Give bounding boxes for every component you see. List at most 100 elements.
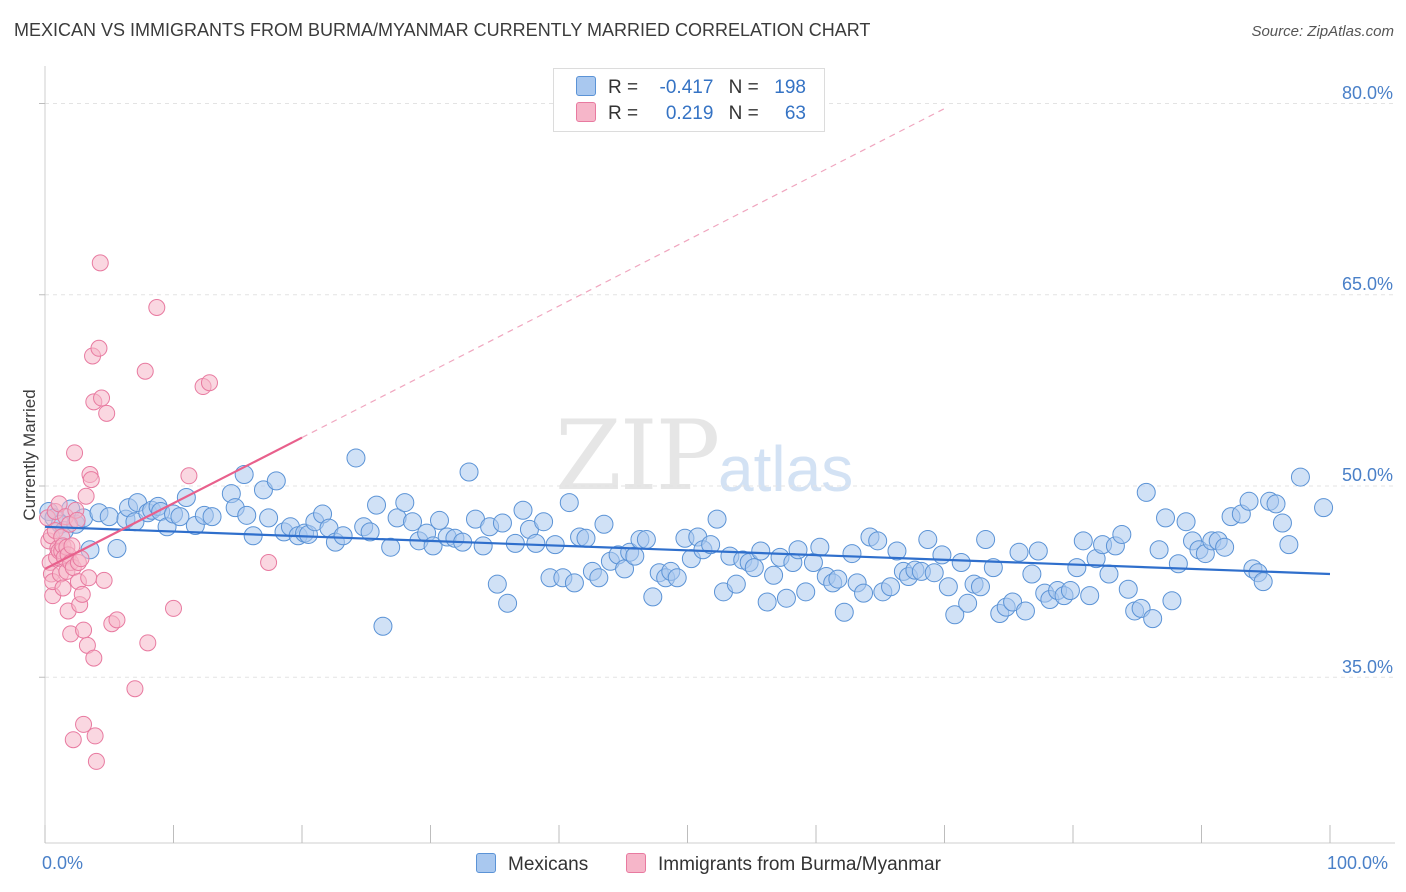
mexicans-point [810,537,830,557]
y-tick-label: 35.0% [1341,657,1393,677]
mexicans-point [237,505,257,525]
source-credit: Source: ZipAtlas.com [1251,23,1394,40]
mexicans-point [1253,572,1273,592]
mexicans-point [373,616,393,636]
mexicans-point [643,587,663,607]
watermark-atlas: atlas [718,433,854,505]
stats-box: R = -0.417 N = 198 R = 0.219 N = 63 [553,68,825,132]
mexicans-point [764,565,784,585]
mexicans-point [796,582,816,602]
burma-point [93,389,111,407]
mexicans-point [945,605,965,625]
legend-label: Mexicans [508,854,589,875]
mexicans-point [107,538,127,558]
mexicans-point [757,592,777,612]
stats-row-mexicans: R = -0.417 N = 198 [576,76,806,100]
mexicans-point [951,553,971,572]
mexicans-point [1279,535,1299,555]
mexicans-point [924,563,944,583]
mexicans-point [938,577,958,597]
mexicans-point [1022,564,1042,584]
legend-swatch-blue-icon [476,853,496,873]
series-mexicans [39,448,1334,636]
trend-lines [44,436,1331,576]
n-value: 198 [774,77,806,98]
burma-point [260,554,278,571]
burma-point [95,571,113,589]
burma-point [91,254,109,272]
mexicans-point [346,448,366,468]
mexicans-point [367,495,387,515]
burma-point [77,487,95,505]
legend-item-burma[interactable]: Immigrants from Burma/Myanmar [626,853,941,876]
burma-point [139,634,157,652]
mexicans-point [589,568,609,588]
mexicans-point [1168,554,1188,574]
burma-point [98,404,116,422]
mexicans-point [266,471,286,491]
mexicans-point [513,500,533,520]
burma-trend-extension [301,108,945,439]
mexicans-point [970,577,990,597]
mexicans-point [1067,558,1087,578]
mexicans-point [751,541,771,561]
mexicans-point [381,537,401,557]
mexicans-point [1162,591,1182,611]
mexicans-point [636,530,656,550]
mexicans-point [776,588,796,608]
burma-point [73,585,91,603]
mexicans-point [834,602,854,622]
mexicans-point [1156,508,1176,528]
mexicans-point [958,593,978,613]
mexicans-point [932,545,952,565]
mexicans-point [625,546,645,566]
y-tick-label: 80.0% [1341,83,1393,103]
trend-extension [301,108,945,439]
x-tick-label-max: 100.0% [1327,853,1389,873]
mexicans-point [1314,498,1334,518]
r-label: R = [608,77,639,98]
mexicans-point [429,510,449,530]
burma-point [82,471,100,489]
mexicans-point [259,508,279,528]
r-label: R = [608,103,639,124]
mexicans-point [1028,541,1048,561]
mexicans-point [788,540,808,560]
burma-point [90,339,108,357]
x-tick-label-min: 0.0% [42,853,84,873]
mexicans-point [202,507,222,527]
n-value: 63 [784,103,806,124]
mexicans-point [1099,564,1119,584]
burma-point [75,621,93,639]
mexicans-point [492,513,512,533]
mexicans-point [1149,540,1169,560]
mexicans-point [667,568,687,588]
mexicans-point [1080,586,1100,606]
mexicans-point [881,577,901,597]
burma-point [180,467,198,485]
mexicans-point [1272,513,1292,533]
mexicans-point [526,533,546,553]
y-tick-label: 65.0% [1341,274,1393,294]
n-label: N = [728,77,759,98]
legend-swatch-pink-icon [626,853,646,873]
mexicans-point [868,531,888,551]
y-axis-label: Currently Married [20,389,39,521]
mexicans-point [1073,531,1093,551]
burma-point [148,299,166,316]
legend-item-mexicans[interactable]: Mexicans [476,853,588,876]
mexicans-point [1118,579,1138,599]
mexicans-point [576,528,596,548]
mexicans-point [1215,537,1235,557]
mexicans-point [564,573,584,593]
mexicans-point [976,530,996,550]
swatch-blue-icon [576,76,596,96]
mexicans-point [854,583,874,603]
mexicans-point [828,569,848,589]
burma-point [80,569,98,587]
burma-point [68,511,86,529]
swatch-pink-icon [576,102,596,122]
mexicans-point [918,530,938,550]
stats-row-burma: R = 0.219 N = 63 [576,102,806,126]
